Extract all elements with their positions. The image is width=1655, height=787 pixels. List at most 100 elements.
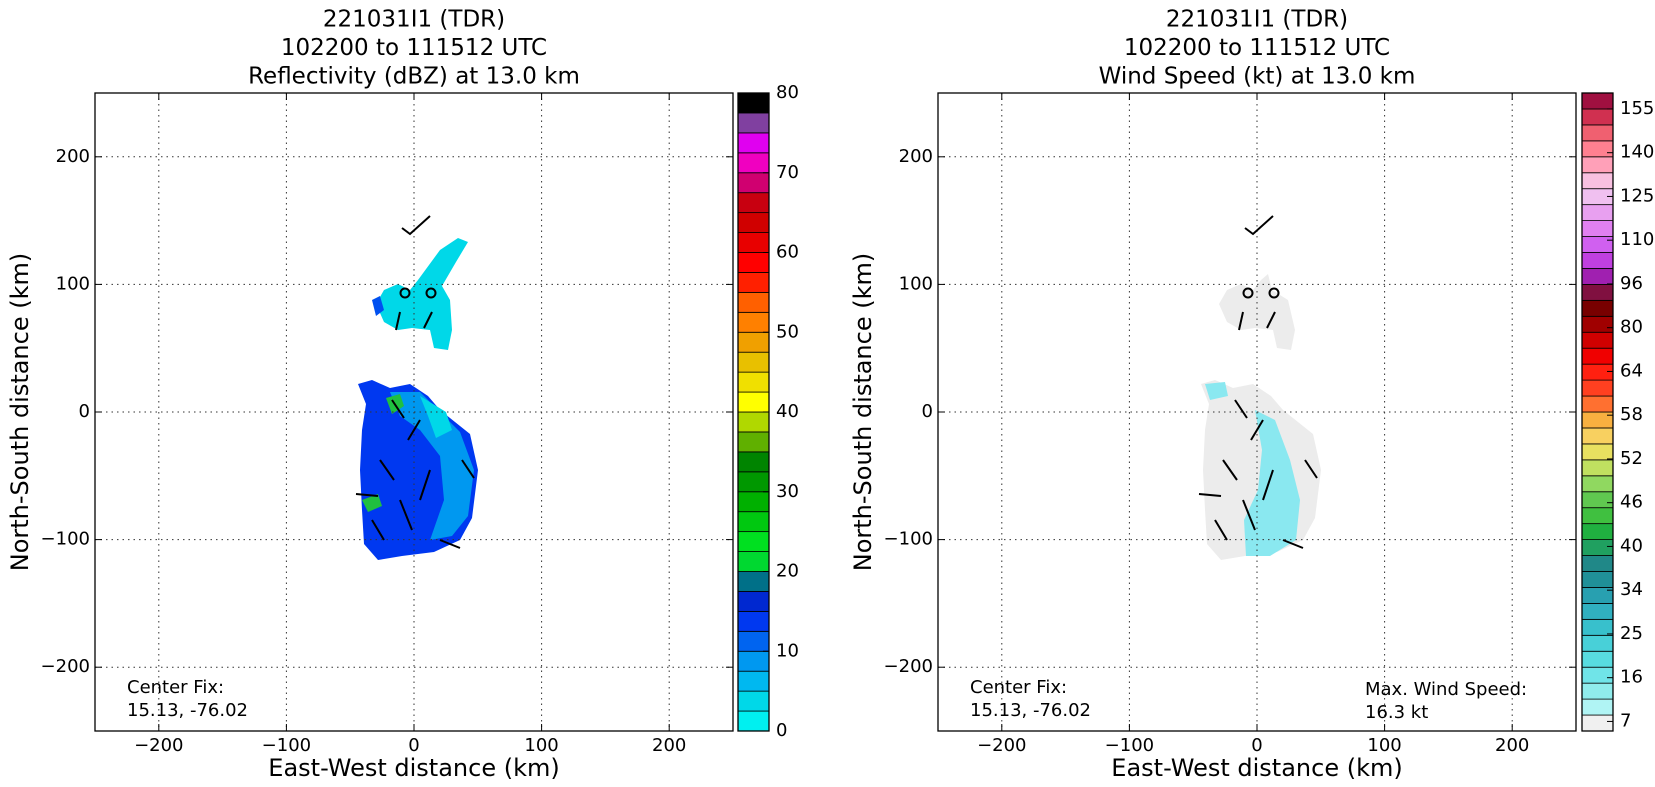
colorbar-segment (737, 610, 770, 632)
colorbar-tick-label: 50 (776, 321, 799, 342)
colorbar-segment (1581, 172, 1614, 190)
x-tick-label: −200 (977, 735, 1026, 756)
annotation: 15.13, -76.02 (970, 700, 1091, 721)
annotation: Center Fix: (127, 677, 224, 698)
x-tick-label: 100 (1367, 735, 1401, 756)
colorbar-segment (1581, 475, 1614, 493)
chart-title: 221031I1 (TDR) (1166, 7, 1348, 33)
colorbar-segment (1581, 204, 1614, 221)
colorbar-segment (737, 511, 770, 533)
colorbar-tick-label: 110 (1620, 229, 1654, 250)
plot-frame (94, 92, 734, 732)
colorbar-tick-label: 64 (1620, 360, 1643, 381)
colorbar-segment (737, 92, 770, 114)
x-tick-label: 0 (1251, 735, 1262, 756)
x-tick-label: −100 (1105, 735, 1154, 756)
colorbar-segment (737, 551, 770, 572)
x-tick-label: −100 (262, 735, 311, 756)
colorbar-segment (1581, 523, 1614, 541)
colorbar-segment (737, 172, 770, 194)
colorbar-segment (1581, 140, 1614, 158)
y-tick-label: 100 (899, 273, 933, 294)
colorbar-segment (1581, 156, 1614, 174)
colorbar-segment (1581, 507, 1614, 525)
colorbar-tick-label: 96 (1620, 273, 1643, 294)
colorbar-segment (1581, 220, 1614, 237)
colorbar-segment (1581, 299, 1614, 317)
colorbar-tick-label: 70 (776, 162, 799, 183)
colorbar-segment (737, 650, 770, 672)
colorbar-segment (737, 491, 770, 513)
colorbar-segment (737, 371, 770, 393)
annotation: 16.3 kt (1365, 702, 1428, 723)
colorbar-tick-label: 16 (1620, 667, 1643, 688)
x-tick-label: −200 (134, 735, 183, 756)
colorbar-segment (737, 451, 770, 473)
colorbar-segment (1581, 618, 1614, 636)
colorbar-segment (1581, 411, 1614, 429)
colorbar-segment (737, 571, 770, 592)
colorbar-segment (1581, 347, 1614, 365)
colorbar-segment (737, 531, 770, 552)
colorbar-segment (1581, 283, 1614, 301)
annotation: 15.13, -76.02 (127, 700, 248, 721)
colorbar-segment (1581, 443, 1614, 461)
colorbar-tick-label: 20 (776, 561, 799, 582)
chart-title: 102200 to 111512 UTC (1124, 35, 1390, 61)
x-tick-label: 100 (524, 735, 558, 756)
echo-field (358, 238, 478, 560)
colorbar-tick-label: 7 (1620, 710, 1631, 731)
colorbar-segment (1581, 571, 1614, 588)
colorbar-tick-label: 10 (776, 640, 799, 661)
colorbar-segment (737, 670, 770, 692)
colorbar-tick-label: 30 (776, 481, 799, 502)
colorbar-segment (1581, 427, 1614, 445)
wind-barbs (355, 215, 1318, 549)
colorbar-tick-label: 40 (776, 401, 799, 422)
chart-title: Wind Speed (kt) at 13.0 km (1099, 64, 1416, 90)
colorbar-segment (737, 431, 770, 453)
colorbar-segment (737, 291, 770, 313)
x-tick-label: 200 (1495, 735, 1529, 756)
colorbar-segment (1581, 634, 1614, 652)
wind-field (1201, 274, 1321, 560)
colorbar-tick-label: 40 (1620, 535, 1643, 556)
colorbar-segment (1581, 124, 1614, 142)
colorbar-segment (1581, 491, 1614, 509)
y-tick-label: −200 (884, 656, 933, 677)
y-tick-label: 100 (56, 273, 90, 294)
colorbar-segment (737, 152, 770, 174)
colorbar-segment (1581, 650, 1614, 668)
x-tick-label: 200 (652, 735, 686, 756)
colorbar-tick-label: 80 (1620, 317, 1643, 338)
colorbar-segment (737, 212, 770, 233)
colorbar-segment (1581, 252, 1614, 269)
colorbar-tick-label: 140 (1620, 142, 1654, 163)
colorbar-segment (737, 112, 770, 134)
colorbar-segment (737, 132, 770, 154)
colorbar-segment (737, 710, 770, 732)
annotation: Center Fix: (970, 677, 1067, 698)
colorbar-segment (1581, 92, 1614, 110)
annotation: Max. Wind Speed: (1365, 679, 1527, 700)
x-tick-label: 0 (408, 735, 419, 756)
y-tick-label: 0 (922, 401, 933, 422)
colorbar-segment (1581, 539, 1614, 556)
x-axis-label: East-West distance (km) (1111, 754, 1402, 782)
colorbar-segment (737, 471, 770, 493)
colorbar-segment (737, 192, 770, 214)
y-tick-label: −200 (41, 656, 90, 677)
colorbar-segment (1581, 315, 1614, 333)
colorbar-segment (1581, 236, 1614, 253)
colorbar-segment (1581, 682, 1614, 700)
y-axis-label: North-South distance (km) (849, 253, 877, 572)
colorbar-segment (737, 311, 770, 333)
colorbar-segment (737, 391, 770, 413)
colorbar-segment (1581, 108, 1614, 126)
y-tick-label: −100 (41, 529, 90, 550)
colorbar-segment (1581, 331, 1614, 349)
colorbar-segment (737, 690, 770, 712)
colorbar-tick-label: 25 (1620, 623, 1643, 644)
colorbar-segment (1581, 268, 1614, 285)
